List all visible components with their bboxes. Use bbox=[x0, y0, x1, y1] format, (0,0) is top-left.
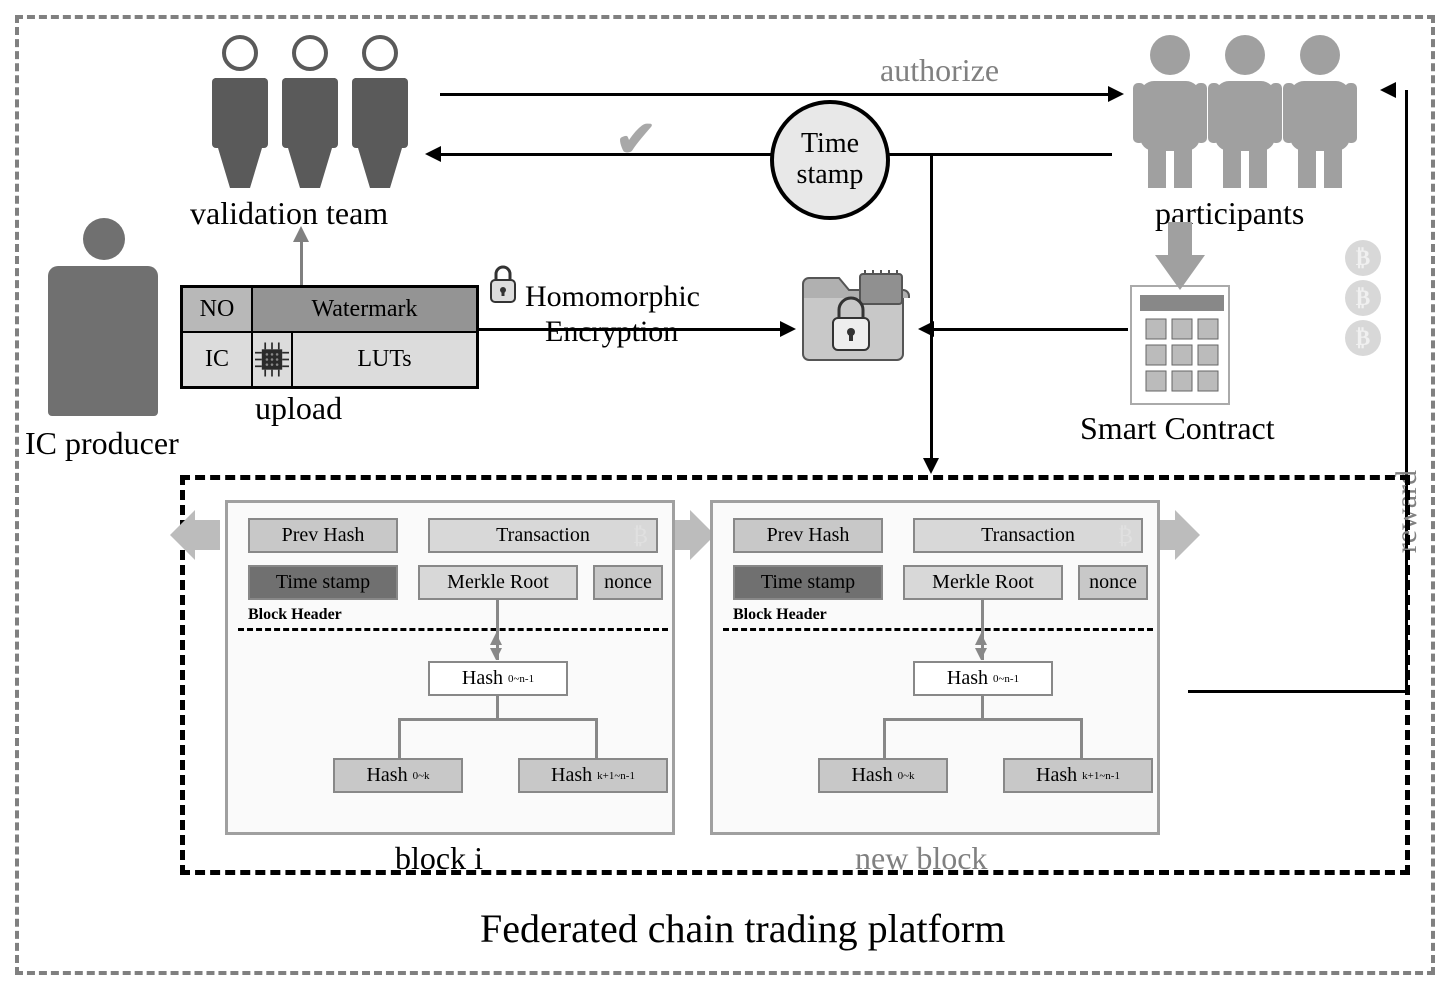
authorize-arrow-line bbox=[440, 93, 1110, 96]
new-block-dash bbox=[723, 628, 1153, 631]
new-block-label: new block bbox=[855, 840, 987, 877]
new-block-nonce: nonce bbox=[1078, 565, 1148, 600]
authorize-label: authorize bbox=[880, 52, 999, 89]
chip-icon bbox=[252, 332, 292, 387]
block-i-label: block i bbox=[395, 840, 483, 877]
new-block-hash-left: Hash 0~k bbox=[818, 758, 948, 793]
homomorphic-label-1: Homomorphic bbox=[525, 280, 700, 314]
timestamp-down-h2 bbox=[887, 153, 933, 156]
block-i-hash-left: Hash 0~k bbox=[333, 758, 463, 793]
participants-to-contract-arrow bbox=[1155, 255, 1205, 290]
coin-1: ₿ bbox=[1345, 240, 1381, 276]
timestamp-label-1: Time bbox=[801, 129, 859, 160]
upload-cell-ic: IC bbox=[182, 332, 252, 387]
upload-cell-no: NO bbox=[182, 287, 252, 332]
encrypted-folder-icon bbox=[795, 270, 915, 375]
block-i-hash-right: Hash k+1~n-1 bbox=[518, 758, 668, 793]
timestamp-down-head bbox=[923, 458, 939, 474]
new-block-timestamp: Time stamp bbox=[733, 565, 883, 600]
new-block-merkle: Merkle Root bbox=[903, 565, 1063, 600]
upload-cell-luts: LUTs bbox=[292, 332, 477, 387]
reward-arrow-head bbox=[1380, 82, 1396, 98]
upload-up-head bbox=[293, 226, 309, 242]
authorize-arrow-head bbox=[1108, 86, 1124, 102]
contract-to-folder-head bbox=[918, 321, 934, 337]
block-i-prevhash: Prev Hash bbox=[248, 518, 398, 553]
new-block-hash-right: Hash k+1~n-1 bbox=[1003, 758, 1153, 793]
block-i-transaction: Transaction ₿ bbox=[428, 518, 658, 553]
new-block-header-label: Block Header bbox=[733, 606, 827, 624]
upload-cell-watermark: Watermark bbox=[252, 287, 477, 332]
upload-up-line bbox=[300, 240, 303, 285]
homomorphic-arrow-head bbox=[780, 321, 796, 337]
coin-3: ₿ bbox=[1345, 320, 1381, 356]
upload-label: upload bbox=[255, 390, 342, 427]
validation-return-head bbox=[425, 146, 441, 162]
platform-title: Federated chain trading platform bbox=[480, 905, 1005, 952]
lock-icon bbox=[485, 262, 521, 311]
participants-group bbox=[1115, 33, 1375, 193]
timestamp-label-2: stamp bbox=[797, 160, 864, 191]
validation-team-label: validation team bbox=[190, 195, 388, 232]
coin-2: ₿ bbox=[1345, 280, 1381, 316]
new-block-prevhash: Prev Hash bbox=[733, 518, 883, 553]
block-i-merkle: Merkle Root bbox=[418, 565, 578, 600]
block-i-header-label: Block Header bbox=[248, 606, 342, 624]
smart-contract-icon bbox=[1130, 285, 1230, 405]
timestamp-node: Time stamp bbox=[770, 100, 890, 220]
timestamp-down-line bbox=[930, 156, 933, 461]
homomorphic-label-2: Encryption bbox=[545, 315, 678, 349]
block-i-timestamp: Time stamp bbox=[248, 565, 398, 600]
validation-team-group bbox=[190, 33, 430, 193]
block-i-dash bbox=[238, 628, 668, 631]
checkmark-icon: ✔ bbox=[615, 110, 657, 168]
upload-box: NO Watermark IC LUTs bbox=[180, 285, 479, 389]
block-i-nonce: nonce bbox=[593, 565, 663, 600]
block-i: Prev Hash Transaction ₿ Time stamp Merkl… bbox=[225, 500, 675, 835]
ic-producer-figure bbox=[48, 218, 158, 418]
ic-producer-label: IC producer bbox=[25, 425, 179, 462]
block-i-hash-root: Hash 0~n-1 bbox=[428, 661, 568, 696]
new-block-hash-root: Hash 0~n-1 bbox=[913, 661, 1053, 696]
new-block-transaction: Transaction ₿ bbox=[913, 518, 1143, 553]
participants-to-contract-arrow-stem bbox=[1168, 222, 1192, 257]
fat-arrow-in bbox=[195, 520, 220, 550]
new-block: Prev Hash Transaction ₿ Time stamp Merkl… bbox=[710, 500, 1160, 835]
smart-contract-label: Smart Contract bbox=[1080, 410, 1275, 447]
contract-to-folder-line bbox=[933, 328, 1128, 331]
